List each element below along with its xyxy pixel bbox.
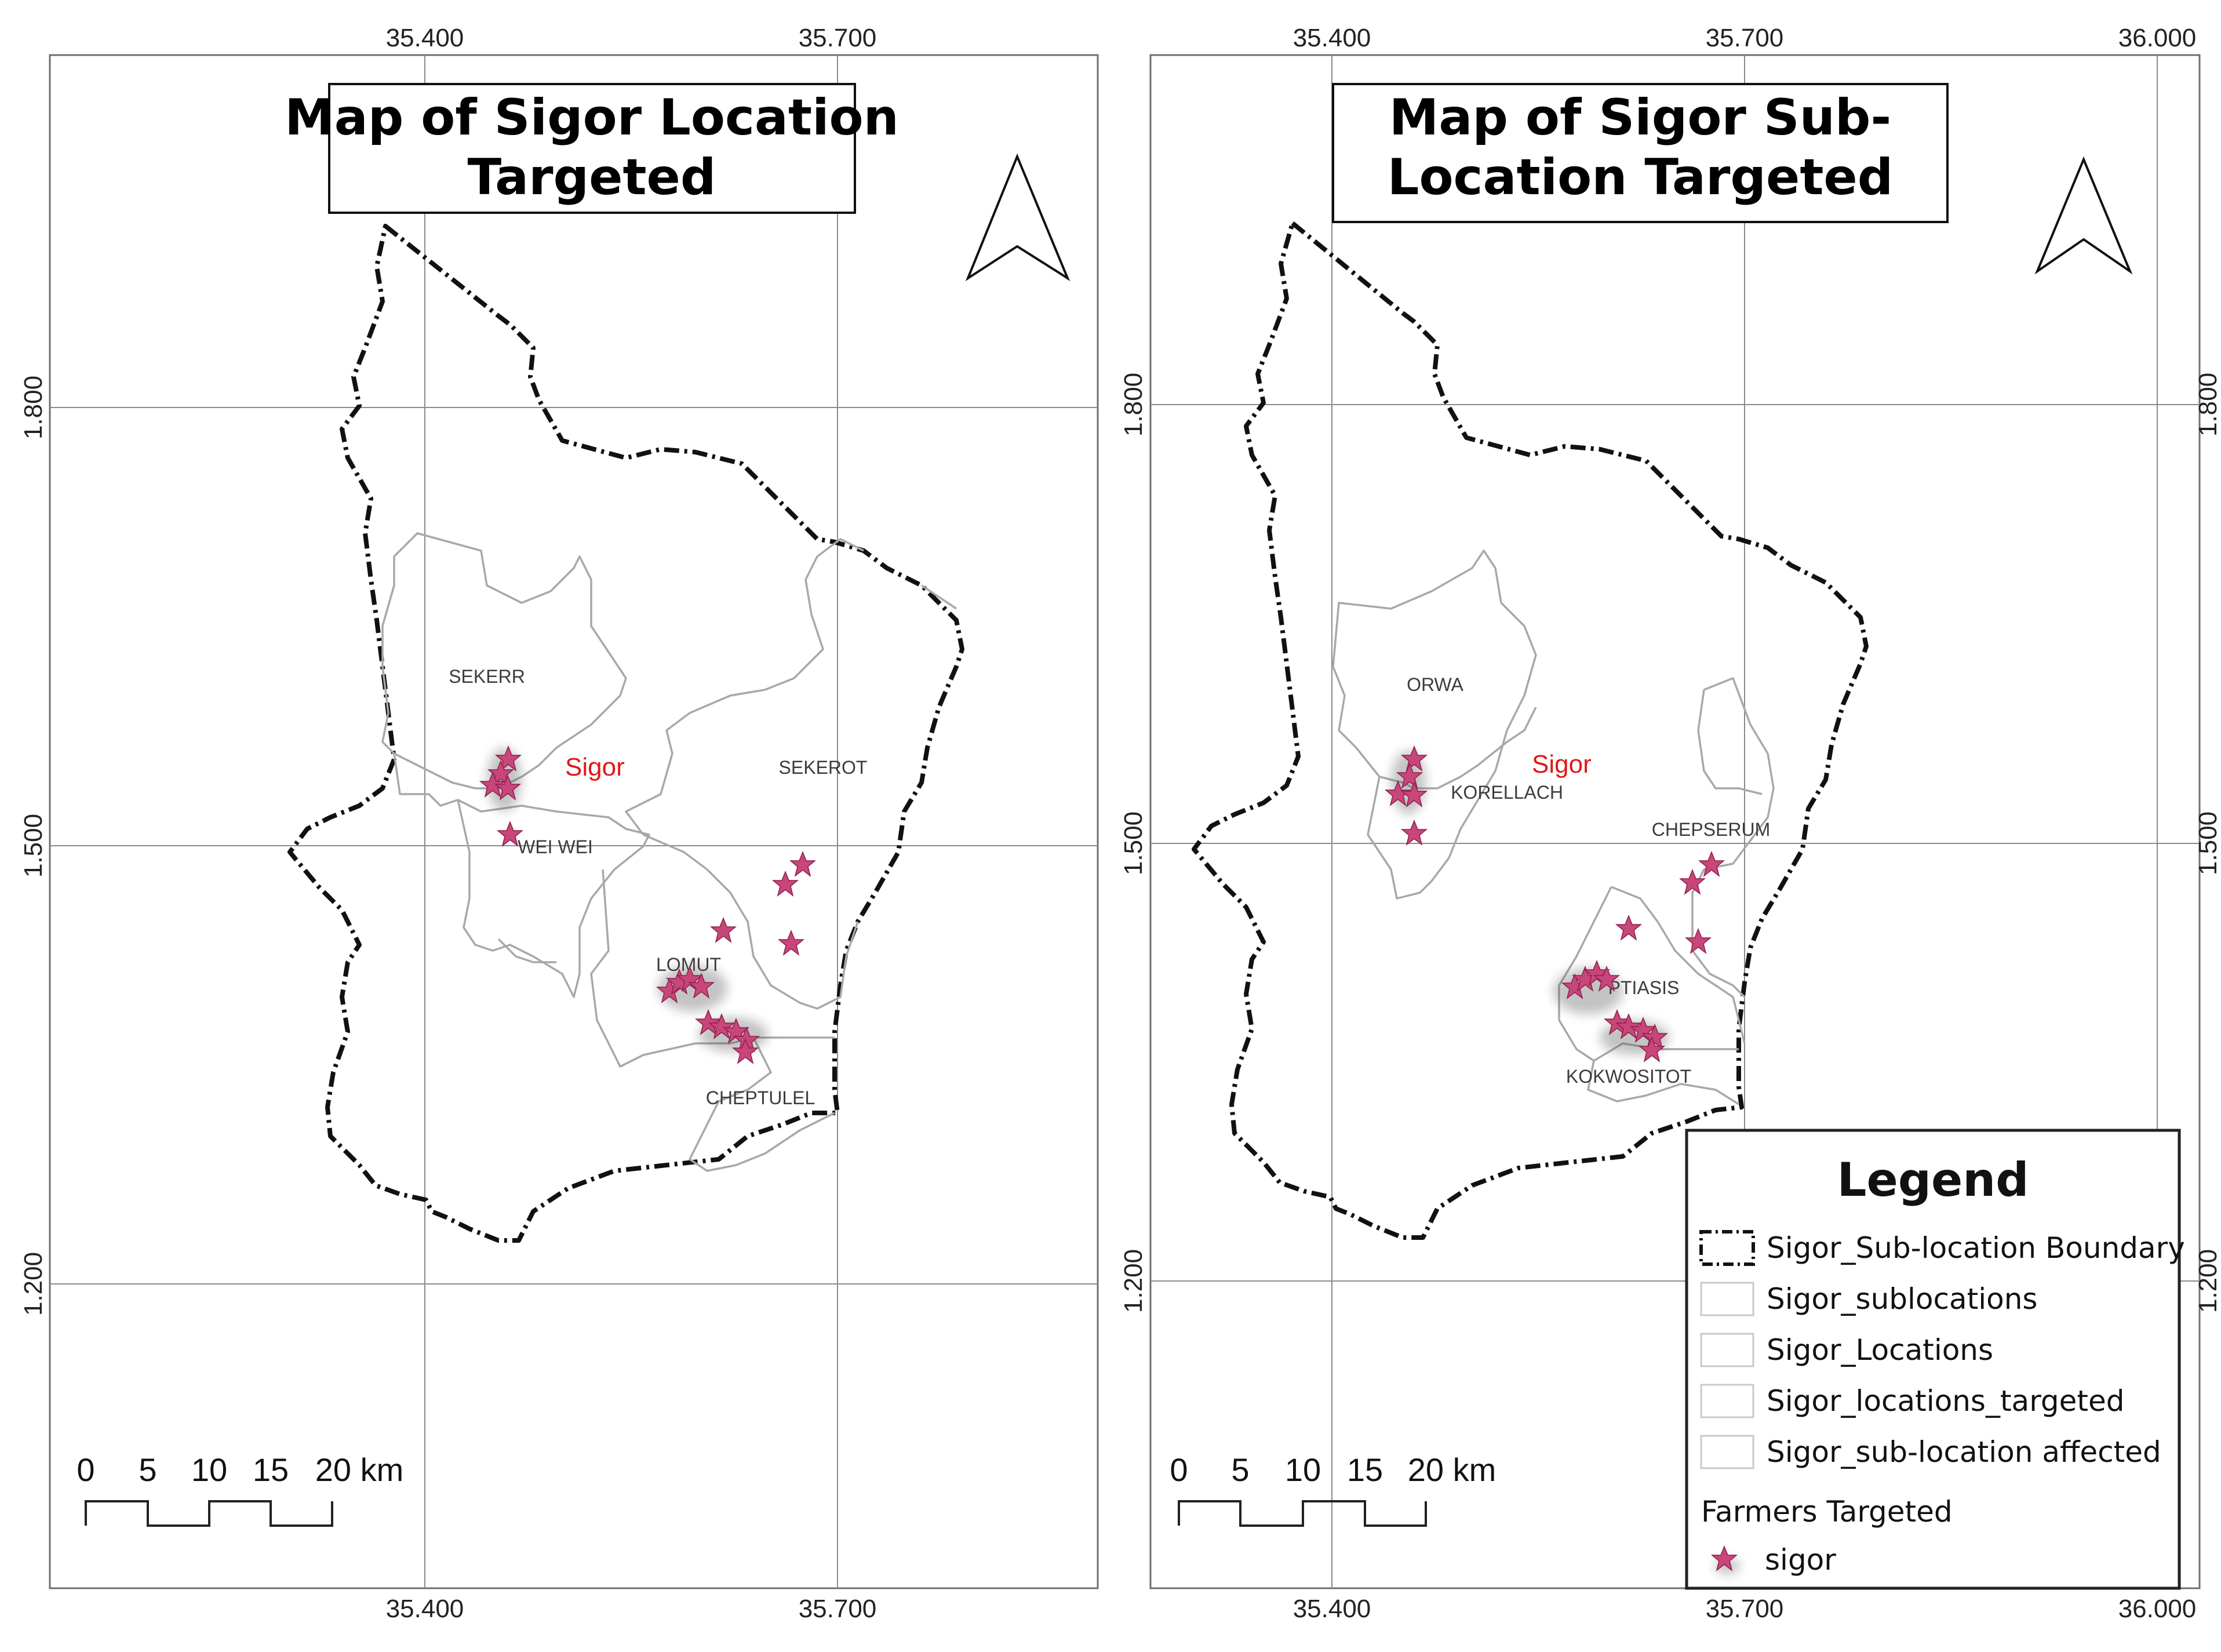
- left-map-frame: [49, 54, 1099, 1589]
- legend-locations-swatch: [1700, 1333, 1754, 1367]
- svg-text:10: 10: [191, 1451, 227, 1488]
- legend-sublocation-affected-swatch: [1700, 1435, 1754, 1469]
- right-region-label: ORWA: [1407, 674, 1463, 695]
- svg-text:5: 5: [1231, 1451, 1249, 1488]
- left-sigor-boundary: [287, 224, 964, 1243]
- left-title-box: [328, 83, 856, 214]
- legend-item: Sigor_sublocations: [1767, 1282, 2037, 1316]
- legend-sublocations-swatch: [1700, 1282, 1754, 1316]
- legend-item: Sigor_Sub-location Boundary: [1767, 1231, 2185, 1265]
- right-sublocation-lines: [1332, 550, 1775, 1105]
- legend-boundary-swatch: [1699, 1230, 1755, 1266]
- right-right-tick: 1.200: [2194, 1249, 2221, 1313]
- right-top-tick: 36.000: [2118, 24, 2197, 52]
- right-bottom-tick: 35.400: [1293, 1595, 1371, 1623]
- svg-text:20 km: 20 km: [315, 1451, 404, 1488]
- right-region-label: KOKWOSITOT: [1566, 1066, 1691, 1087]
- star-icon: [1401, 820, 1427, 845]
- right-bottom-tick: 36.000: [2118, 1595, 2197, 1623]
- right-top-tick: 35.700: [1706, 24, 1784, 52]
- svg-text:0: 0: [1170, 1451, 1188, 1488]
- left-grid: [50, 55, 1098, 1588]
- right-map-title: Location Targeted: [1388, 148, 1894, 206]
- svg-text:20 km: 20 km: [1408, 1451, 1497, 1488]
- right-map-frame: [1149, 54, 2201, 1589]
- svg-text:0: 0: [77, 1451, 94, 1488]
- right-left-tick: 1.500: [1119, 812, 1148, 875]
- right-farmer-markers: [1385, 746, 1724, 1062]
- legend-title: Legend: [1837, 1153, 2029, 1207]
- svg-text:15: 15: [253, 1451, 289, 1488]
- right-bottom-tick: 35.700: [1706, 1595, 1784, 1623]
- left-region-label: WEI WEI: [518, 836, 593, 857]
- right-title-box: [1332, 83, 1949, 223]
- legend-locations-targeted-swatch: [1700, 1384, 1754, 1418]
- legend: Legend Sigor_Sub-location Boundary Sigor…: [1685, 1129, 2185, 1590]
- svg-text:15: 15: [1347, 1451, 1383, 1488]
- right-sigor-boundary: [1192, 221, 1869, 1240]
- right-scale-bar: 0 5 10 15 20 km: [1170, 1451, 1497, 1527]
- right-left-tick: 1.200: [1119, 1249, 1148, 1313]
- right-map-panel: 35.400 35.700 36.000 35.400 35.700 36.00…: [1119, 24, 2221, 1623]
- star-icon: [790, 852, 815, 876]
- legend-group-title: Farmers Targeted: [1701, 1495, 1953, 1529]
- legend-item: Sigor_Locations: [1767, 1333, 1993, 1367]
- left-bottom-tick: 35.700: [799, 1595, 877, 1623]
- left-place-label: Sigor: [565, 753, 625, 781]
- left-map-panel: 35.400 35.700 35.400 35.700 1.800 1.500 …: [19, 24, 1099, 1623]
- legend-item: Sigor_locations_targeted: [1767, 1384, 2124, 1418]
- right-region-label: CHEPSERUM: [1652, 819, 1770, 840]
- right-map-title: Map of Sigor Sub-: [1389, 89, 1891, 147]
- right-right-tick: 1.800: [2194, 373, 2221, 436]
- left-bottom-tick: 35.400: [386, 1595, 464, 1623]
- left-region-label: SEKEROT: [779, 757, 868, 778]
- right-top-tick: 35.400: [1293, 24, 1371, 52]
- star-icon: [773, 871, 798, 896]
- left-side-tick: 1.500: [19, 814, 48, 878]
- left-top-tick: 35.400: [386, 24, 464, 52]
- right-place-label: Sigor: [1532, 750, 1592, 778]
- svg-text:10: 10: [1285, 1451, 1321, 1488]
- left-region-label: SEKERR: [449, 666, 525, 687]
- star-icon: [1685, 929, 1711, 954]
- right-region-label: KORELLACH: [1451, 782, 1563, 803]
- legend-item: Sigor_sub-location affected: [1767, 1435, 2161, 1469]
- star-icon: [778, 930, 804, 955]
- left-side-tick: 1.200: [19, 1252, 48, 1316]
- legend-box: [1685, 1129, 2181, 1590]
- legend-marker-label: sigor: [1765, 1543, 1836, 1577]
- right-right-tick: 1.500: [2194, 812, 2221, 875]
- left-farmer-markers: [480, 746, 815, 1064]
- right-left-tick: 1.800: [1119, 373, 1148, 436]
- left-scale-bar: 0 5 10 15 20 km: [77, 1451, 404, 1527]
- left-map-title: Targeted: [468, 148, 716, 206]
- left-region-label: CHEPTULEL: [706, 1087, 815, 1108]
- left-top-tick: 35.700: [799, 24, 877, 52]
- svg-text:5: 5: [139, 1451, 156, 1488]
- north-arrow-icon: [965, 153, 1071, 282]
- north-arrow-icon: [2034, 156, 2133, 275]
- left-map-title: Map of Sigor Location: [285, 89, 899, 147]
- left-location-lines: [381, 532, 957, 1172]
- star-icon: [711, 918, 736, 943]
- left-side-tick: 1.800: [19, 376, 48, 439]
- star-icon: [1616, 915, 1641, 940]
